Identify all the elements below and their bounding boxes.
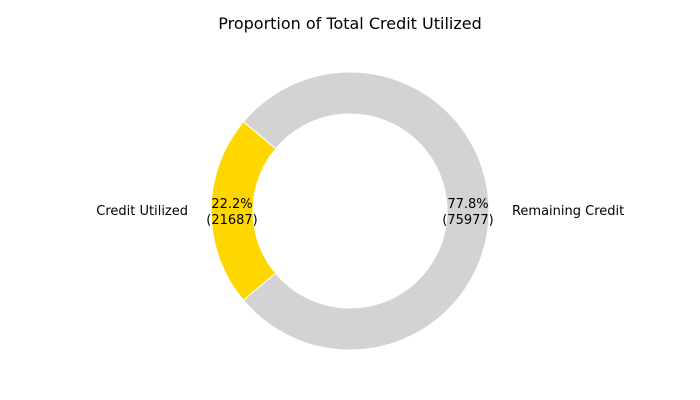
slice-value-credit-utilized: (21687): [206, 213, 258, 228]
labels-group: Credit Utilized 22.2%(21687) Remaining Cre…: [96, 197, 624, 228]
slice-percent-credit-utilized: 22.2%: [211, 197, 252, 212]
slice-label-remaining-credit: Remaining Credit: [512, 204, 624, 219]
slice-label-credit-utilized: Credit Utilized: [96, 204, 188, 219]
slice-remaining-credit: [242, 71, 490, 351]
chart-title: Proportion of Total Credit Utilized: [218, 14, 482, 33]
slice-value-remaining-credit: (75977): [442, 213, 494, 228]
slices-group: [210, 71, 490, 351]
slice-percent-remaining-credit: 77.8%: [447, 197, 488, 212]
